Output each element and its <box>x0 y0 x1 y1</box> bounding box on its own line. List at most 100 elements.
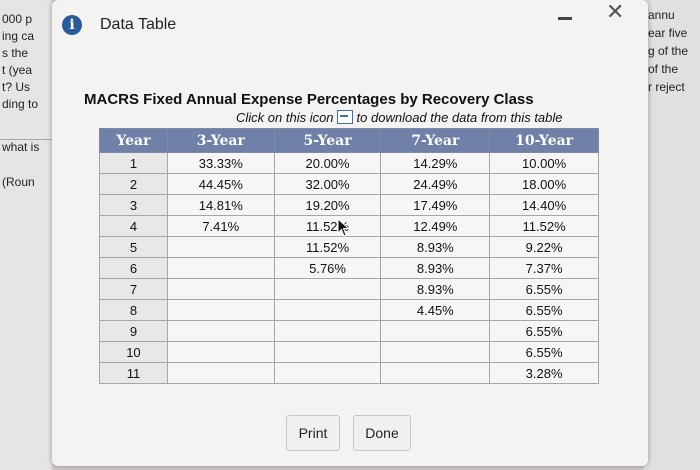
percentage-cell <box>166 299 275 321</box>
background-text: 000 p <box>2 12 33 26</box>
percentage-cell: 3.28% <box>489 362 599 384</box>
column-header-10-year: 10-Year <box>489 128 599 153</box>
background-text: r reject <box>648 80 685 94</box>
background-text: annu <box>648 8 675 22</box>
percentage-cell: 11.52% <box>489 215 599 237</box>
table-row: 7 8.93% 6.55% <box>99 278 599 300</box>
percentage-cell: 14.81% <box>166 194 275 216</box>
percentage-cell: 19.20% <box>273 194 382 216</box>
background-page-right: annu ear five g of the of the r reject <box>644 0 700 470</box>
percentage-cell: 20.00% <box>273 152 382 174</box>
column-header-5-year: 5-Year <box>273 128 382 153</box>
percentage-cell: 8.93% <box>380 278 491 300</box>
percentage-cell <box>166 320 275 342</box>
background-text: of the <box>648 62 679 76</box>
percentage-cell: 6.55% <box>489 320 599 342</box>
percentage-cell: 11.52% <box>273 236 382 258</box>
percentage-cell <box>273 278 382 300</box>
close-button[interactable]: ✕ <box>606 0 625 25</box>
percentage-cell: 6.55% <box>489 278 599 300</box>
percentage-cell: 17.49% <box>380 194 491 216</box>
year-cell: 11 <box>99 362 168 384</box>
mouse-cursor-icon <box>337 218 350 237</box>
column-header-7-year: 7-Year <box>380 128 491 153</box>
percentage-cell <box>166 278 275 300</box>
year-cell: 6 <box>99 257 168 279</box>
percentage-cell: 6.55% <box>489 299 599 321</box>
percentage-cell <box>380 362 491 384</box>
table-title: MACRS Fixed Annual Expense Percentages b… <box>84 91 534 108</box>
table-header-row: Year 3-Year 5-Year 7-Year 10-Year <box>99 128 599 153</box>
table-row: 3 14.81% 19.20% 17.49% 14.40% <box>99 194 599 216</box>
column-header-3-year: 3-Year <box>166 128 275 153</box>
instruction-text: to download the data from this table <box>356 110 563 125</box>
percentage-cell: 11.52% <box>273 215 382 237</box>
year-cell: 1 <box>99 152 168 174</box>
percentage-cell: 14.40% <box>489 194 599 216</box>
percentage-cell: 9.22% <box>489 236 599 258</box>
year-cell: 9 <box>99 320 168 342</box>
percentage-cell: 24.49% <box>380 173 491 195</box>
table-row: 2 44.45% 32.00% 24.49% 18.00% <box>99 173 599 195</box>
background-text: (Roun <box>2 175 35 189</box>
percentage-cell <box>273 341 382 363</box>
table-row: 9 6.55% <box>99 320 599 342</box>
column-header-year: Year <box>99 128 168 153</box>
table-row: 6 5.76% 8.93% 7.37% <box>99 257 599 279</box>
percentage-cell: 44.45% <box>166 173 275 195</box>
percentage-cell <box>166 341 275 363</box>
done-button[interactable]: Done <box>353 415 411 451</box>
year-cell: 3 <box>99 194 168 216</box>
background-divider <box>0 139 52 140</box>
background-text: ear five <box>648 26 688 40</box>
minimize-button[interactable] <box>558 17 572 20</box>
print-button[interactable]: Print <box>286 415 340 451</box>
macrs-table: Year 3-Year 5-Year 7-Year 10-Year 1 33.33… <box>99 128 599 384</box>
background-page-left: 000 p ing ca s the t (yea t? Us ding to … <box>0 0 52 470</box>
table-row: 10 6.55% <box>99 341 599 363</box>
percentage-cell <box>380 341 491 363</box>
year-cell: 4 <box>99 215 168 237</box>
background-text: t (yea <box>2 63 33 77</box>
percentage-cell: 4.45% <box>380 299 491 321</box>
background-text: s the <box>2 46 29 60</box>
year-cell: 10 <box>99 341 168 363</box>
table-row: 5 11.52% 8.93% 9.22% <box>99 236 599 258</box>
table-row: 11 3.28% <box>99 362 599 384</box>
table-row: 1 33.33% 20.00% 14.29% 10.00% <box>99 152 599 174</box>
percentage-cell <box>166 236 275 258</box>
download-icon[interactable] <box>336 110 353 124</box>
table-row: 8 4.45% 6.55% <box>99 299 599 321</box>
percentage-cell: 32.00% <box>273 173 382 195</box>
percentage-cell: 10.00% <box>489 152 599 174</box>
year-cell: 7 <box>99 278 168 300</box>
percentage-cell <box>166 257 275 279</box>
year-cell: 2 <box>99 173 168 195</box>
percentage-cell <box>166 362 275 384</box>
instruction-text: Click on this icon <box>236 110 334 125</box>
info-icon: i <box>62 15 82 35</box>
percentage-cell: 12.49% <box>380 215 491 237</box>
dialog-title: Data Table <box>100 16 177 33</box>
percentage-cell: 5.76% <box>273 257 382 279</box>
percentage-cell <box>273 299 382 321</box>
data-table-dialog: i Data Table ✕ MACRS Fixed Annual Expens… <box>52 0 648 466</box>
dialog-titlebar: i Data Table ✕ <box>52 0 648 50</box>
percentage-cell: 8.93% <box>380 236 491 258</box>
percentage-cell: 14.29% <box>380 152 491 174</box>
background-text: ing ca <box>2 29 35 43</box>
background-text: t? Us <box>2 80 31 94</box>
background-text: g of the <box>648 44 689 58</box>
percentage-cell: 18.00% <box>489 173 599 195</box>
percentage-cell: 6.55% <box>489 341 599 363</box>
percentage-cell: 7.41% <box>166 215 275 237</box>
percentage-cell: 8.93% <box>380 257 491 279</box>
percentage-cell: 7.37% <box>489 257 599 279</box>
download-instruction: Click on this icon to download the data f… <box>236 110 563 125</box>
percentage-cell: 33.33% <box>166 152 275 174</box>
percentage-cell <box>273 362 382 384</box>
percentage-cell <box>380 320 491 342</box>
year-cell: 5 <box>99 236 168 258</box>
table-row: 4 7.41% 11.52% 12.49% 11.52% <box>99 215 599 237</box>
background-text: what is <box>2 140 40 154</box>
